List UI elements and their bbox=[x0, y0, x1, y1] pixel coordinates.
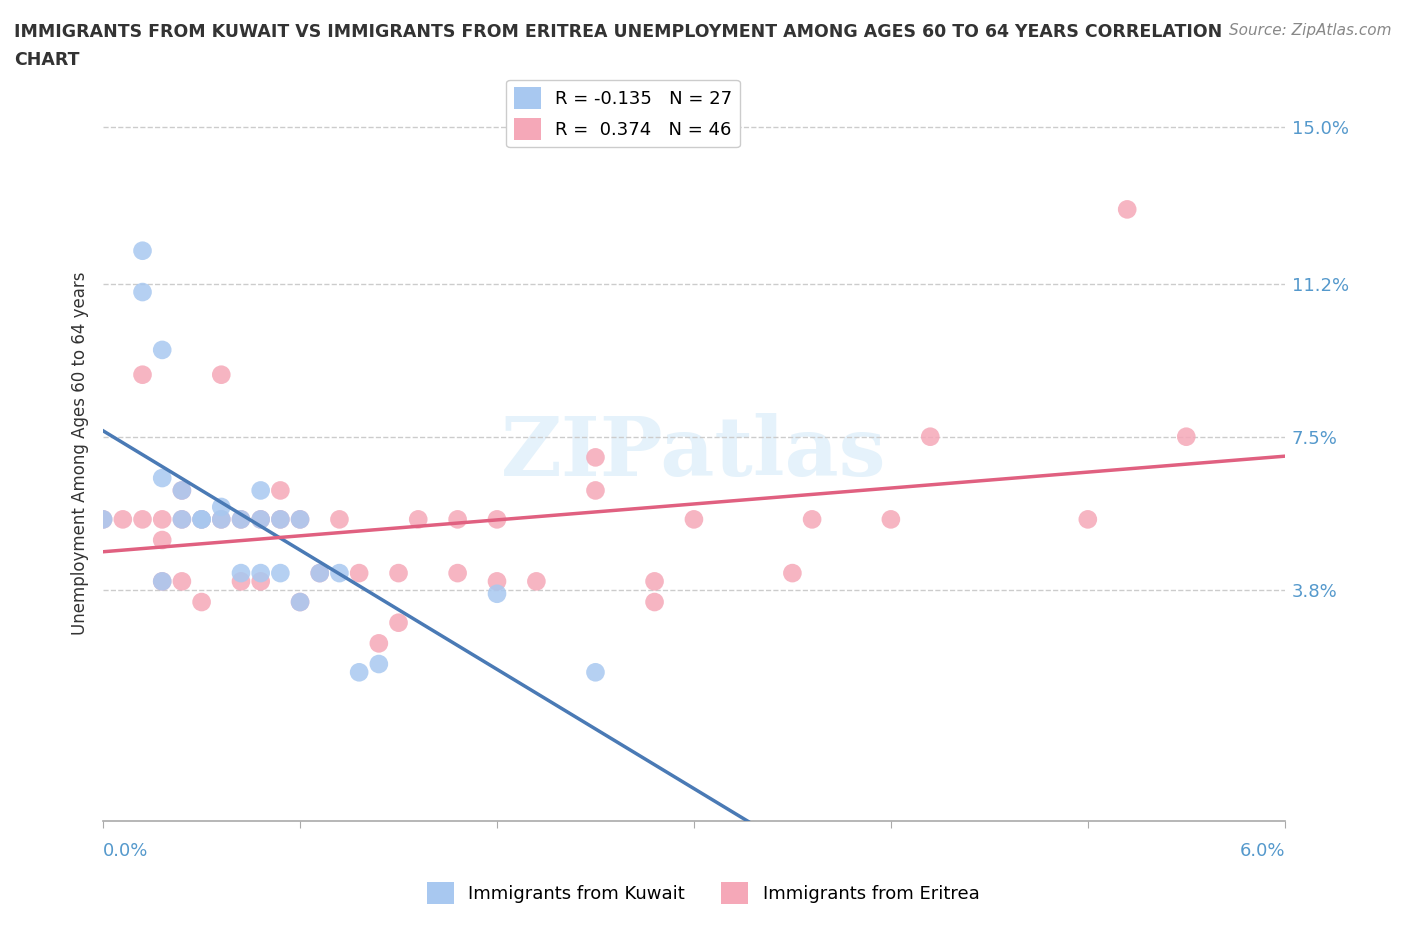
Text: 0.0%: 0.0% bbox=[103, 842, 149, 859]
Point bbox=[150, 342, 173, 357]
Text: IMMIGRANTS FROM KUWAIT VS IMMIGRANTS FROM ERITREA UNEMPLOYMENT AMONG AGES 60 TO : IMMIGRANTS FROM KUWAIT VS IMMIGRANTS FRO… bbox=[14, 23, 1222, 41]
Point bbox=[131, 244, 153, 259]
Point bbox=[131, 285, 153, 299]
Point bbox=[249, 512, 271, 526]
Point bbox=[170, 512, 193, 526]
Point bbox=[585, 450, 607, 465]
Point bbox=[269, 512, 291, 526]
Point bbox=[190, 512, 212, 526]
Point bbox=[485, 574, 508, 589]
Legend: R = -0.135   N = 27, R =  0.374   N = 46: R = -0.135 N = 27, R = 0.374 N = 46 bbox=[506, 80, 740, 147]
Point bbox=[387, 616, 409, 631]
Point bbox=[150, 574, 173, 589]
Text: 6.0%: 6.0% bbox=[1239, 842, 1285, 859]
Point bbox=[190, 594, 212, 609]
Point bbox=[269, 512, 291, 526]
Point bbox=[782, 565, 804, 580]
Point bbox=[1116, 202, 1139, 217]
Point bbox=[526, 574, 548, 589]
Point bbox=[644, 574, 666, 589]
Point bbox=[644, 594, 666, 609]
Point bbox=[288, 594, 311, 609]
Point bbox=[131, 367, 153, 382]
Point bbox=[150, 533, 173, 548]
Point bbox=[269, 565, 291, 580]
Point bbox=[288, 512, 311, 526]
Point bbox=[91, 512, 114, 526]
Point bbox=[367, 636, 389, 651]
Point bbox=[170, 483, 193, 498]
Point bbox=[249, 512, 271, 526]
Point bbox=[249, 574, 271, 589]
Point bbox=[1175, 430, 1198, 445]
Point bbox=[308, 565, 330, 580]
Point bbox=[308, 565, 330, 580]
Text: CHART: CHART bbox=[14, 51, 80, 69]
Point bbox=[387, 565, 409, 580]
Point bbox=[190, 512, 212, 526]
Point bbox=[229, 574, 252, 589]
Point bbox=[229, 565, 252, 580]
Point bbox=[1077, 512, 1099, 526]
Point bbox=[328, 512, 350, 526]
Text: Source: ZipAtlas.com: Source: ZipAtlas.com bbox=[1229, 23, 1392, 38]
Point bbox=[920, 430, 942, 445]
Point bbox=[91, 512, 114, 526]
Point bbox=[347, 665, 370, 680]
Point bbox=[585, 665, 607, 680]
Point bbox=[209, 499, 232, 514]
Point bbox=[170, 574, 193, 589]
Point bbox=[585, 483, 607, 498]
Point bbox=[111, 512, 134, 526]
Point bbox=[347, 565, 370, 580]
Point bbox=[485, 586, 508, 601]
Point bbox=[328, 565, 350, 580]
Point bbox=[367, 657, 389, 671]
Point bbox=[683, 512, 706, 526]
Y-axis label: Unemployment Among Ages 60 to 64 years: Unemployment Among Ages 60 to 64 years bbox=[72, 272, 89, 635]
Point bbox=[150, 471, 173, 485]
Point bbox=[406, 512, 429, 526]
Point bbox=[209, 367, 232, 382]
Point bbox=[209, 512, 232, 526]
Point bbox=[269, 483, 291, 498]
Point bbox=[170, 483, 193, 498]
Point bbox=[249, 483, 271, 498]
Legend: Immigrants from Kuwait, Immigrants from Eritrea: Immigrants from Kuwait, Immigrants from … bbox=[419, 875, 987, 911]
Point bbox=[801, 512, 824, 526]
Point bbox=[880, 512, 903, 526]
Point bbox=[229, 512, 252, 526]
Point bbox=[209, 512, 232, 526]
Point bbox=[150, 512, 173, 526]
Point bbox=[190, 512, 212, 526]
Text: ZIPatlas: ZIPatlas bbox=[501, 413, 887, 493]
Point bbox=[170, 512, 193, 526]
Point bbox=[150, 574, 173, 589]
Point bbox=[288, 594, 311, 609]
Point bbox=[288, 512, 311, 526]
Point bbox=[446, 512, 468, 526]
Point bbox=[446, 565, 468, 580]
Point bbox=[131, 512, 153, 526]
Point bbox=[229, 512, 252, 526]
Point bbox=[485, 512, 508, 526]
Point bbox=[249, 565, 271, 580]
